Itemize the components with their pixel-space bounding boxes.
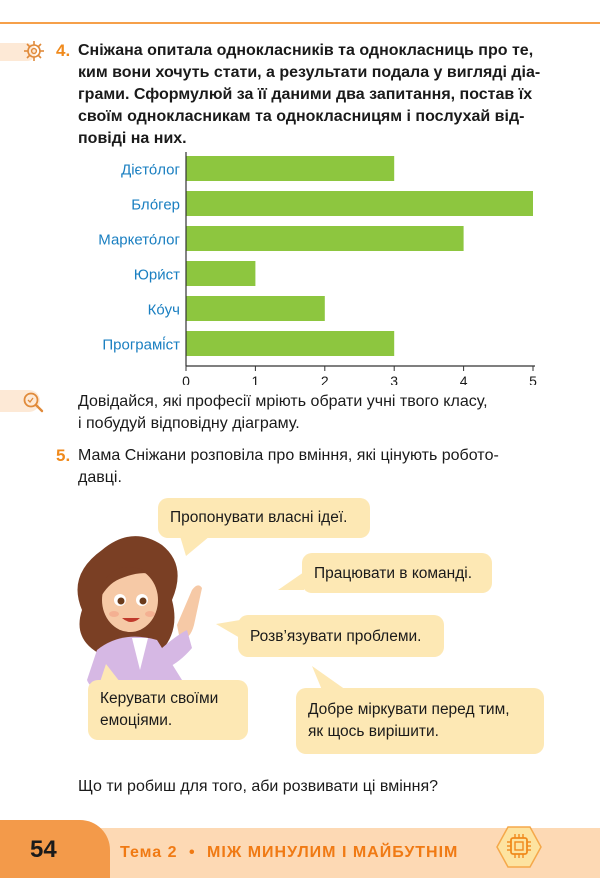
task-4-line: грами. Сформулюй за її даними два запита… (78, 86, 533, 103)
page-number: 54 (30, 836, 57, 863)
bubble-tail (312, 666, 346, 690)
bar (186, 191, 533, 216)
bar (186, 156, 395, 181)
task-4-line: повіді на них. (78, 130, 187, 147)
x-tick-label: 2 (321, 373, 329, 385)
task-4-line: ким вони хочуть стати, а результати пода… (78, 64, 541, 81)
page-footer: 54 Тема 2 • МІЖ МИНУЛИМ І МАЙБУТНІМ (0, 820, 600, 878)
bubble-text: емоціями. (100, 712, 173, 729)
explore-line: і побудуй відповідну діаграму. (78, 415, 300, 432)
speech-bubble-problems: Розв’язувати проблеми. (238, 615, 444, 657)
x-tick-label: 4 (460, 373, 468, 385)
task-4-line: Сніжана опитала однокласників та однокла… (78, 42, 534, 59)
speech-bubble-emotions: Керувати своїми емоціями. (88, 680, 248, 740)
gear-puzzle-icon (24, 41, 44, 61)
task-5-number: 5. (56, 446, 71, 465)
bubble-tail (216, 620, 240, 638)
x-tick-label: 3 (390, 373, 398, 385)
category-label: Дієто́лог (121, 162, 180, 179)
professions-bar-chart: Дієто́лог Бло́гер Маркето́лог Юри́ст Ко́уч Пр… (98, 152, 537, 385)
bubble-text: Працювати в команді. (314, 565, 473, 582)
task-5-line: Мама Сніжани розповіла про вміння, які ц… (78, 447, 499, 464)
bubble-text: Керувати своїми (100, 690, 219, 707)
bar (186, 331, 395, 356)
explore-line: Довідайся, які професії мріють обрати уч… (78, 393, 488, 410)
category-label: Бло́гер (131, 197, 180, 214)
top-rule (0, 0, 600, 24)
bubble-tail (180, 536, 210, 556)
speech-bubble-ideas: Пропонувати власні ідеї. (158, 498, 370, 538)
category-label: Маркето́лог (98, 232, 180, 249)
bubble-text: Пропонувати власні ідеї. (170, 509, 348, 526)
bubble-tail (100, 664, 120, 682)
bar (186, 296, 325, 321)
speech-bubble-teamwork: Працювати в команді. (302, 553, 492, 593)
category-label: Програмі́ст (102, 337, 180, 354)
task-4-line: своїм однокласникам та однокласницям і п… (78, 108, 525, 125)
theme-separator: • (188, 844, 196, 861)
magnifier-icon (23, 392, 44, 413)
task-4-number: 4. (56, 41, 71, 60)
task-5-line: давці. (78, 469, 122, 486)
speech-bubble-thinking: Добре міркувати перед тим, як щось виріш… (296, 688, 544, 754)
theme-label: Тема 2 (120, 844, 178, 861)
x-tick-label: 5 (529, 373, 537, 385)
footer-page-tab (0, 820, 110, 878)
bar (186, 261, 256, 286)
category-label: Юри́ст (134, 267, 180, 284)
bubble-text: як щось вирішити. (308, 723, 439, 740)
x-tick-label: 1 (252, 373, 260, 385)
bubble-text: Розв’язувати проблеми. (250, 628, 422, 645)
bubble-text: Добре міркувати перед тим, (308, 701, 510, 718)
chip-icon (496, 826, 542, 868)
footer-title: Тема 2 • МІЖ МИНУЛИМ І МАЙБУТНІМ (120, 844, 458, 862)
x-tick-label: 0 (182, 373, 190, 385)
bar (186, 226, 464, 251)
category-label: Ко́уч (148, 302, 180, 319)
theme-title: МІЖ МИНУЛИМ І МАЙБУТНІМ (207, 844, 459, 861)
bubble-tail (278, 572, 304, 590)
closing-question: Що ти робиш для того, аби розвивати ці в… (78, 778, 439, 795)
